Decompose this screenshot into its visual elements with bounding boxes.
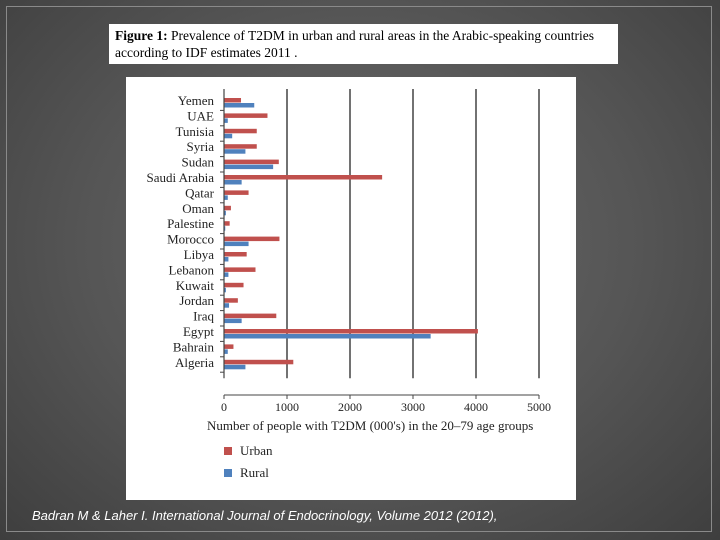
bar-urban xyxy=(224,144,257,149)
bar-urban xyxy=(224,329,478,334)
bar-urban xyxy=(224,282,244,288)
category-label: Yemen xyxy=(178,93,215,108)
category-label: Tunisia xyxy=(175,124,214,139)
category-label: Egypt xyxy=(183,324,214,339)
legend-swatch xyxy=(224,447,232,455)
category-label: Jordan xyxy=(179,293,214,308)
category-label: Qatar xyxy=(185,185,215,200)
bar-rural xyxy=(224,272,229,277)
bar-urban xyxy=(224,313,277,319)
category-label: Oman xyxy=(182,201,214,216)
x-tick-label: 1000 xyxy=(275,400,299,414)
x-tick-label: 3000 xyxy=(401,400,425,414)
bar-rural xyxy=(224,210,226,216)
figure-caption: Figure 1: Prevalence of T2DM in urban an… xyxy=(109,24,618,64)
bar-urban xyxy=(224,128,257,134)
x-axis-label: Number of people with T2DM (000's) in th… xyxy=(207,418,533,433)
category-label: Lebanon xyxy=(169,262,215,277)
bar-rural xyxy=(224,226,226,231)
category-label: Algeria xyxy=(175,355,214,370)
bar-urban xyxy=(224,159,279,165)
bar-urban xyxy=(224,221,230,226)
x-tick-label: 4000 xyxy=(464,400,488,414)
x-tick-labels: 0 1000 2000 3000 4000 5000 xyxy=(221,400,551,414)
bar-rural xyxy=(224,349,228,354)
bar-rural xyxy=(224,103,255,108)
caption-text: Prevalence of T2DM in urban and rural ar… xyxy=(115,28,594,60)
bar-rural xyxy=(224,133,233,139)
axes xyxy=(220,89,540,399)
bar-urban xyxy=(224,175,383,180)
legend: Urban Rural xyxy=(224,443,273,480)
category-label: Morocco xyxy=(167,232,214,247)
bar-urban xyxy=(224,113,268,118)
x-tick-label: 2000 xyxy=(338,400,362,414)
bar-rural xyxy=(224,257,229,262)
category-label: Saudi Arabia xyxy=(146,170,214,185)
bar-urban xyxy=(224,236,280,242)
chart-panel: Yemen UAE Tunisia Syria Sudan Saudi Arabia Qat… xyxy=(126,77,576,500)
bar-rural xyxy=(224,180,242,185)
category-label: Palestine xyxy=(167,216,214,231)
category-label: Syria xyxy=(187,139,215,154)
category-label: Libya xyxy=(184,247,215,262)
category-label: UAE xyxy=(187,108,214,123)
bars xyxy=(224,98,478,370)
bar-urban xyxy=(224,344,234,349)
bar-urban xyxy=(224,267,256,272)
category-label: Iraq xyxy=(193,309,214,324)
bar-rural xyxy=(224,287,226,293)
x-tick-label: 5000 xyxy=(527,400,551,414)
bar-urban xyxy=(224,190,249,195)
category-label: Bahrain xyxy=(173,339,215,354)
bar-urban xyxy=(224,359,294,365)
bar-rural xyxy=(224,334,431,339)
bar-rural xyxy=(224,164,274,170)
legend-label: Rural xyxy=(240,465,269,480)
legend-swatch xyxy=(224,469,232,477)
caption-label: Figure 1: xyxy=(115,28,168,43)
bar-rural xyxy=(224,318,242,324)
bar-rural xyxy=(224,118,228,123)
source-citation: Badran M & Laher I. International Journa… xyxy=(32,508,498,523)
x-tick-label: 0 xyxy=(221,400,227,414)
bar-urban xyxy=(224,298,238,303)
category-label: Sudan xyxy=(182,155,215,170)
bar-rural xyxy=(224,195,228,200)
bar-rural xyxy=(224,149,246,154)
bar-urban xyxy=(224,205,231,211)
bar-rural xyxy=(224,303,230,308)
legend-label: Urban xyxy=(240,443,273,458)
bar-urban xyxy=(224,252,247,257)
bar-urban xyxy=(224,98,242,103)
category-label: Kuwait xyxy=(176,278,215,293)
bar-rural xyxy=(224,364,246,370)
bar-rural xyxy=(224,241,249,247)
